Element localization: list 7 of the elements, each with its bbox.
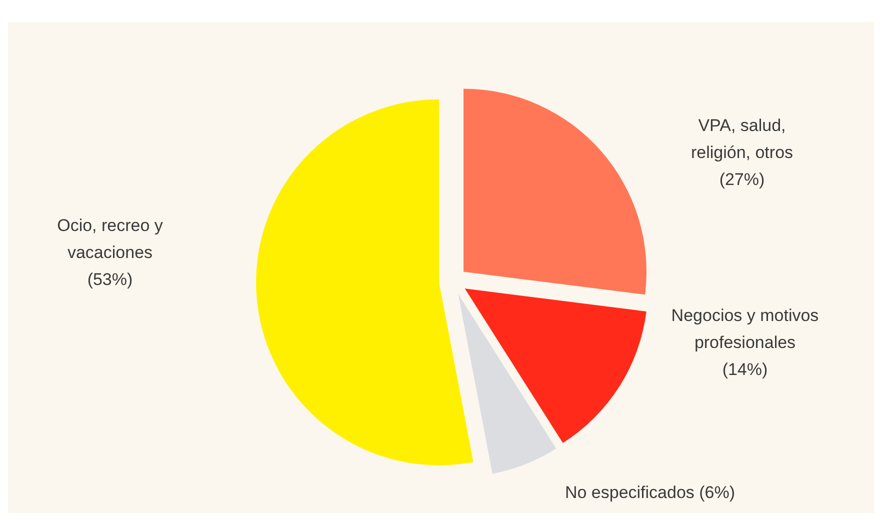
data-label: (53%) bbox=[87, 270, 133, 289]
slice-label: Negocios y motivos profesionales bbox=[671, 306, 819, 352]
slice-label: Ocio, recreo y vacaciones bbox=[57, 216, 164, 262]
slice-label: VPA, salud, religión, otros bbox=[690, 116, 794, 162]
data-label: (27%) bbox=[719, 170, 765, 189]
slice-label: No especificados (6%) bbox=[564, 483, 736, 502]
data-label: (14%) bbox=[722, 360, 768, 379]
